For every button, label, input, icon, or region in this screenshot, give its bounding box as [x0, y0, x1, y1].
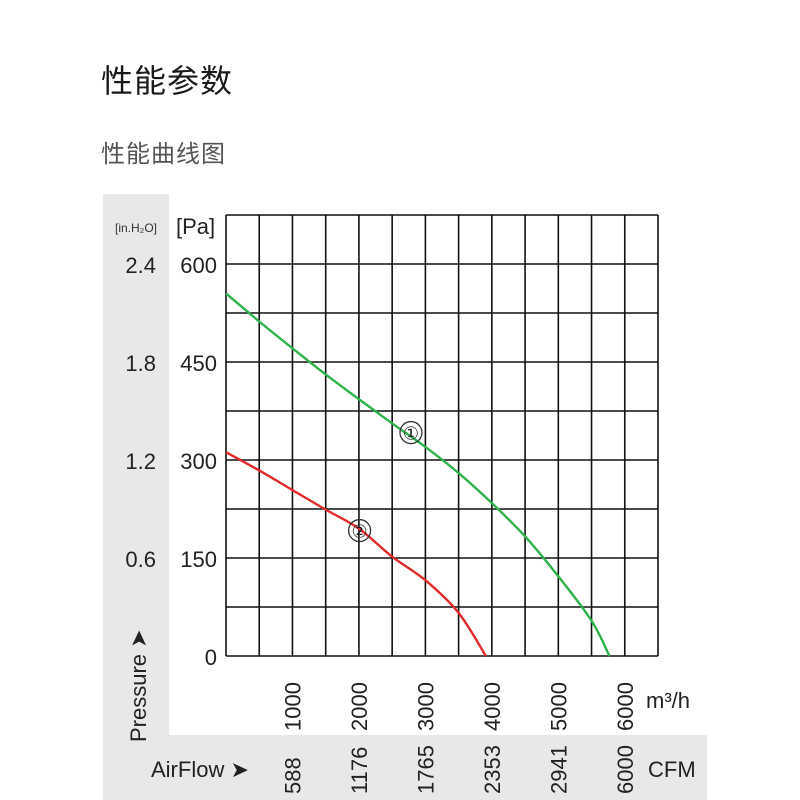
y-tick-label: 450 [180, 351, 217, 376]
series-line-2 [225, 451, 487, 657]
series-line-1 [225, 292, 611, 657]
labels-group: 0 150 0.6 300 1.2 450 1.8 600 2.4 1000 588 2000 1176… [125, 253, 637, 794]
x-secondary-tick-label: 2941 [546, 745, 571, 794]
y-tick-label: 0 [205, 645, 217, 670]
x-secondary-tick-label: 2353 [480, 745, 505, 794]
y-axis-label: Pressure ➤ [126, 629, 151, 742]
x-unit-secondary: CFM [648, 757, 696, 782]
y-tick-label: 300 [180, 449, 217, 474]
page-title: 性能参数 [101, 62, 234, 100]
y-tick-label: 150 [180, 547, 217, 572]
x-unit: m³/h [646, 688, 690, 713]
x-tick-label: 1000 [280, 682, 305, 731]
series-group: ①② [225, 292, 611, 657]
x-tick-label: 2000 [347, 682, 372, 731]
grid [225, 214, 659, 657]
y-secondary-tick-label: 2.4 [125, 253, 156, 278]
y-tick-label: 600 [180, 253, 217, 278]
series-label-1: ① [403, 424, 419, 444]
airflow-axis-panel [103, 735, 707, 800]
x-tick-label: 6000 [613, 682, 638, 731]
series-label-2: ② [352, 522, 368, 542]
x-axis-label: AirFlow ➤ [151, 757, 249, 782]
y-secondary-tick-label: 0.6 [125, 547, 156, 572]
pressure-axis-panel [103, 194, 169, 800]
y-secondary-tick-label: 1.8 [125, 351, 156, 376]
y-unit: [Pa] [176, 214, 215, 239]
x-tick-label: 5000 [546, 682, 571, 731]
y-secondary-tick-label: 1.2 [125, 449, 156, 474]
x-secondary-tick-label: 588 [280, 757, 305, 794]
series-label-circle-1 [399, 420, 423, 445]
x-tick-label: 4000 [480, 682, 505, 731]
x-secondary-tick-label: 1765 [413, 745, 438, 794]
x-tick-label: 3000 [413, 682, 438, 731]
series-label-circle-2 [347, 518, 372, 543]
x-secondary-tick-label: 6000 [613, 745, 638, 794]
x-secondary-tick-label: 1176 [347, 747, 372, 794]
y-unit-secondary: [in.H₂O] [115, 221, 157, 235]
chart-title: 性能曲线图 [101, 140, 226, 168]
